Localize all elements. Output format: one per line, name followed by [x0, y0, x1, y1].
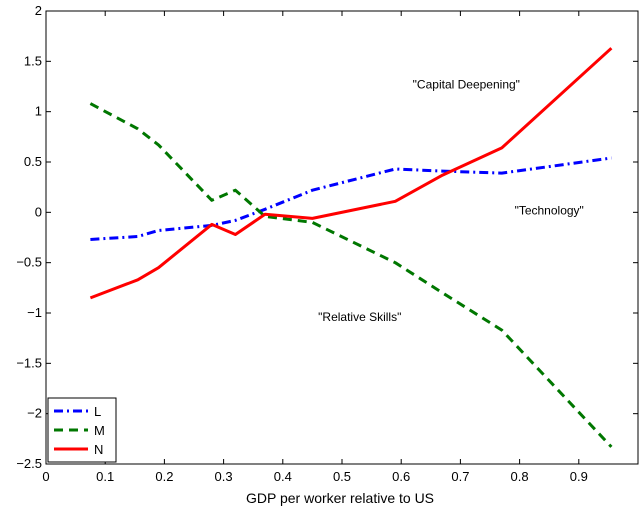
y-tick-label: −2 [27, 406, 42, 421]
legend-box [47, 397, 117, 463]
y-tick-label: −0.5 [16, 255, 42, 270]
x-tick-label: 0.2 [155, 469, 173, 484]
x-tick-label: 0.8 [511, 469, 529, 484]
legend-label-L: L [94, 404, 101, 419]
x-axis-label: GDP per worker relative to US [246, 490, 434, 506]
y-tick-label: −2.5 [16, 456, 42, 471]
annotation-label: "Relative Skills" [318, 310, 401, 324]
y-tick-label: 1 [35, 104, 42, 119]
series-line-L [90, 156, 612, 241]
x-tick-label: 0.6 [392, 469, 410, 484]
series-layer [89, 47, 613, 448]
x-tick-label: 0.1 [96, 469, 114, 484]
y-tick-label: 1.5 [24, 53, 42, 68]
y-tick-label: 0.5 [24, 154, 42, 169]
y-axis: −2.5 −2 −1.5 −1 −0.5 0 0.5 1 1.5 2 [16, 3, 638, 471]
annotation-label: "Capital Deepening" [413, 78, 520, 92]
y-tick-label: 2 [35, 3, 42, 18]
legend-label-N: N [94, 442, 103, 457]
y-tick-label: −1.5 [16, 355, 42, 370]
legend-label-M: M [94, 423, 105, 438]
y-tick-label: −1 [27, 305, 42, 320]
x-tick-label: 0.5 [333, 469, 351, 484]
x-tick-label: 0.9 [570, 469, 588, 484]
x-tick-label: 0.4 [274, 469, 292, 484]
x-axis: 0 0.1 0.2 0.3 0.4 0.5 0.6 0.7 0.8 0.9 [42, 11, 588, 484]
x-tick-label: 0.3 [215, 469, 233, 484]
annotation-label: "Technology" [515, 203, 584, 217]
legend: LMN [47, 397, 117, 463]
x-tick-label: 0.7 [451, 469, 469, 484]
y-tick-label: 0 [35, 204, 42, 219]
x-tick-label: 0 [42, 469, 49, 484]
series-line-N [89, 47, 613, 300]
series-line-M [89, 102, 613, 448]
annotations: "Capital Deepening" "Technology" "Relative… [318, 78, 584, 325]
